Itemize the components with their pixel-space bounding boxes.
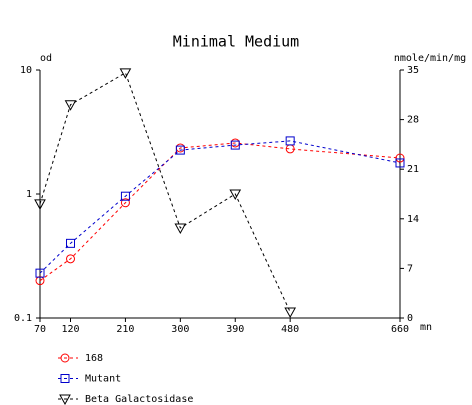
y2-tick-label: 28 (407, 115, 419, 126)
legend-label: Mutant (85, 374, 121, 385)
legend-label: 168 (85, 353, 103, 364)
y-tick-label: 10 (20, 65, 32, 76)
marker (174, 223, 187, 235)
x-tick-label: 480 (281, 324, 299, 335)
marker (64, 100, 77, 111)
legend-marker (59, 394, 71, 405)
marker (35, 268, 45, 278)
marker (120, 191, 130, 201)
marker (285, 136, 295, 146)
y-axis-label: od (40, 53, 52, 64)
y2-tick-label: 35 (407, 65, 419, 76)
x-tick-label: 120 (61, 324, 79, 335)
marker (395, 153, 405, 163)
y-tick-label: 0.1 (14, 313, 32, 324)
y2-tick-label: 14 (407, 214, 419, 225)
marker (66, 254, 76, 264)
marker (120, 198, 130, 208)
chart-title: Minimal Medium (173, 33, 299, 51)
marker (229, 189, 242, 201)
marker (66, 238, 76, 248)
marker (175, 145, 185, 155)
legend-label: Beta Galactosidase (85, 394, 193, 405)
y2-tick-label: 21 (407, 164, 419, 175)
y2-axis-label: nmole/min/mg (394, 53, 466, 64)
x-tick-label: 210 (116, 324, 134, 335)
marker (119, 68, 132, 79)
marker (395, 158, 405, 168)
y2-tick-label: 0 (407, 313, 413, 324)
x-tick-label: 300 (171, 324, 189, 335)
marker (284, 307, 297, 319)
series-line (39, 142, 401, 282)
x-axis-label: mn (420, 322, 432, 333)
x-tick-label: 660 (391, 324, 409, 335)
marker (230, 140, 240, 150)
marker (34, 199, 46, 210)
series-line (39, 140, 401, 274)
x-tick-label: 70 (34, 324, 46, 335)
x-tick-label: 390 (226, 324, 244, 335)
series-line (39, 72, 291, 313)
y2-tick-label: 7 (407, 263, 413, 274)
y-tick-label: 1 (26, 189, 32, 200)
